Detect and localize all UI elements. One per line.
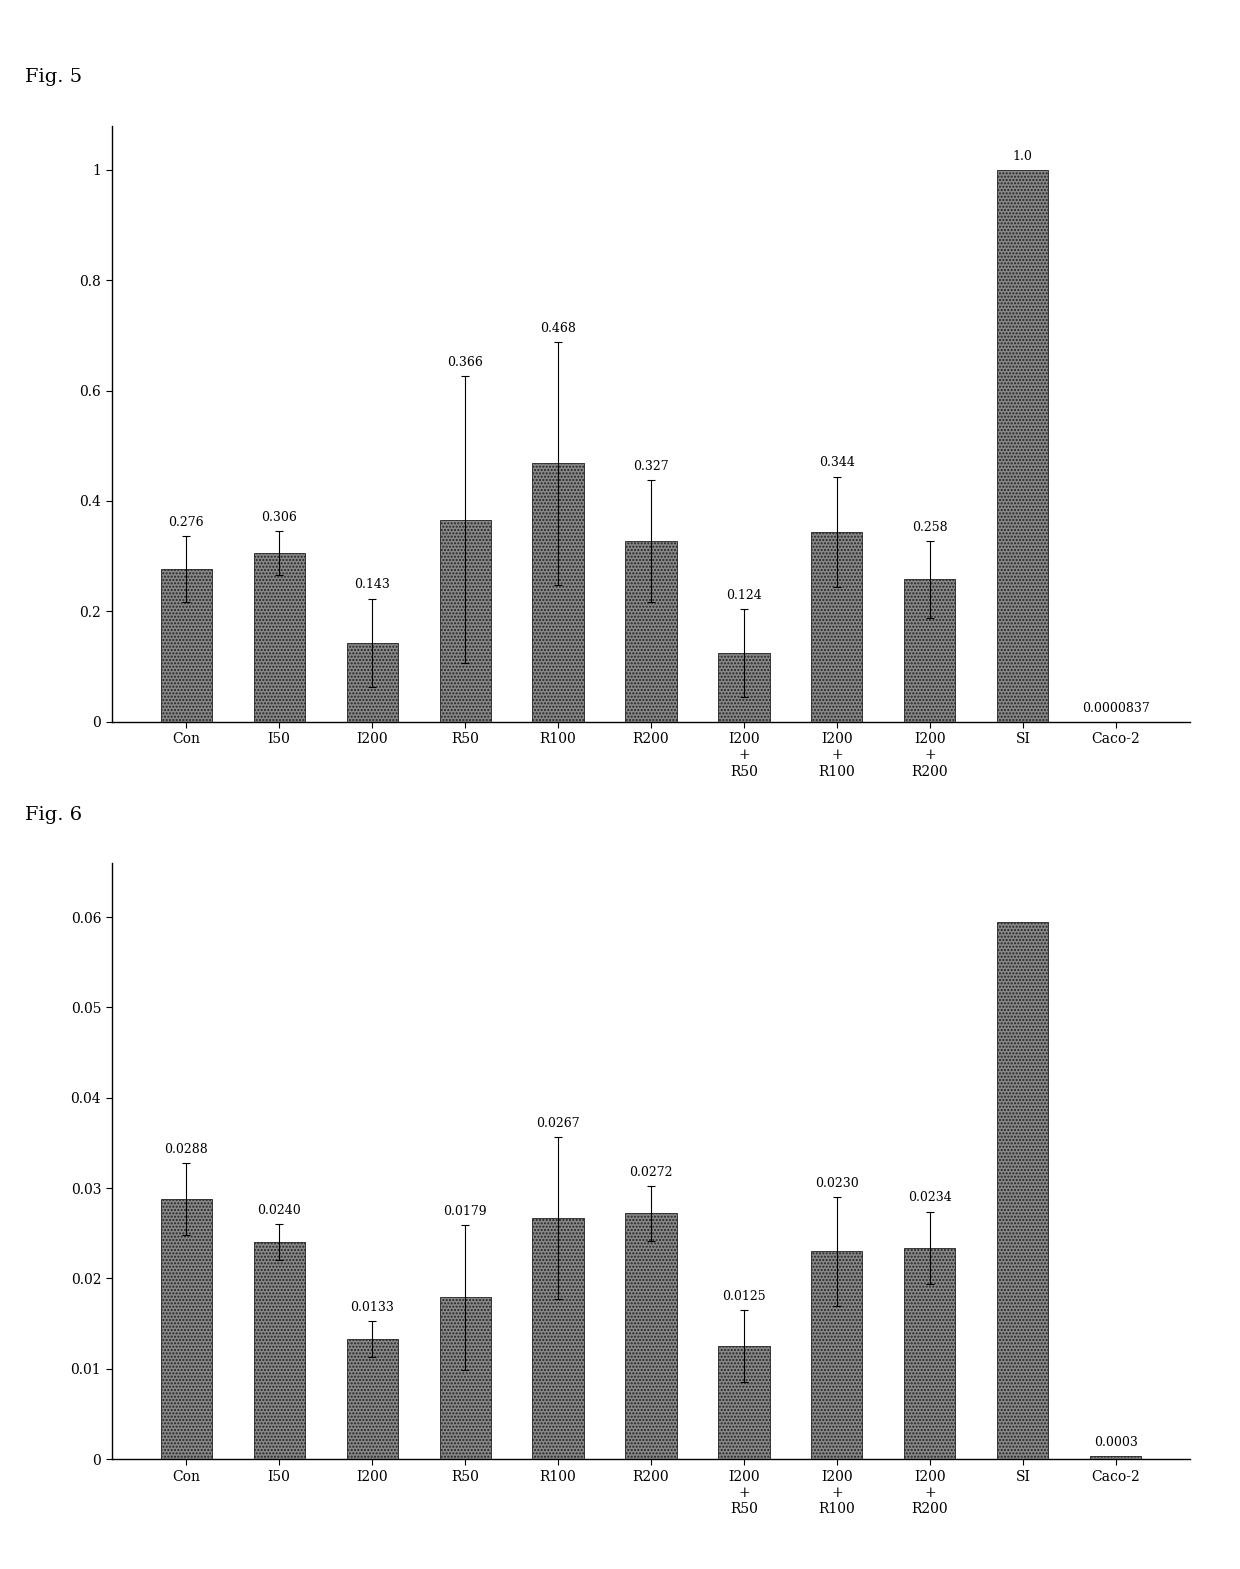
Bar [625, 1213, 677, 1459]
Text: 0.344: 0.344 [818, 457, 854, 469]
Bar [439, 1298, 491, 1459]
Bar [346, 1338, 398, 1459]
Bar [254, 1243, 305, 1459]
Text: 0.124: 0.124 [727, 588, 761, 602]
Bar [625, 541, 677, 722]
Text: 0.0133: 0.0133 [350, 1301, 394, 1313]
Text: 0.468: 0.468 [541, 322, 575, 334]
Text: 0.0230: 0.0230 [815, 1177, 859, 1189]
Bar [718, 653, 770, 722]
Bar [997, 921, 1048, 1459]
Bar [811, 532, 863, 722]
Text: 0.366: 0.366 [448, 356, 484, 369]
Bar [904, 579, 956, 722]
Text: 0.0240: 0.0240 [257, 1203, 301, 1218]
Bar [346, 643, 398, 722]
Text: 0.0234: 0.0234 [908, 1191, 952, 1205]
Bar [161, 570, 212, 722]
Bar [1090, 1456, 1141, 1459]
Text: 0.276: 0.276 [169, 516, 205, 529]
Text: 0.143: 0.143 [355, 579, 391, 592]
Text: 0.0267: 0.0267 [536, 1117, 580, 1130]
Bar [439, 519, 491, 722]
Text: Fig. 5: Fig. 5 [25, 69, 82, 86]
Text: 1.0: 1.0 [1013, 149, 1033, 163]
Bar [811, 1252, 863, 1459]
Text: 0.327: 0.327 [634, 460, 668, 474]
Bar [718, 1346, 770, 1459]
Text: 0.0003: 0.0003 [1094, 1436, 1138, 1450]
Text: 0.0272: 0.0272 [629, 1166, 673, 1180]
Text: 0.0288: 0.0288 [165, 1142, 208, 1156]
Bar [904, 1247, 956, 1459]
Bar [532, 1218, 584, 1459]
Bar [254, 552, 305, 722]
Text: 0.306: 0.306 [262, 510, 298, 524]
Text: 0.0179: 0.0179 [443, 1205, 487, 1218]
Bar [997, 169, 1048, 722]
Text: 0.258: 0.258 [913, 521, 947, 533]
Text: Fig. 6: Fig. 6 [25, 806, 82, 824]
Bar [161, 1199, 212, 1459]
Text: 0.0125: 0.0125 [722, 1290, 766, 1302]
Text: 0.0000837: 0.0000837 [1083, 701, 1149, 714]
Bar [532, 463, 584, 722]
